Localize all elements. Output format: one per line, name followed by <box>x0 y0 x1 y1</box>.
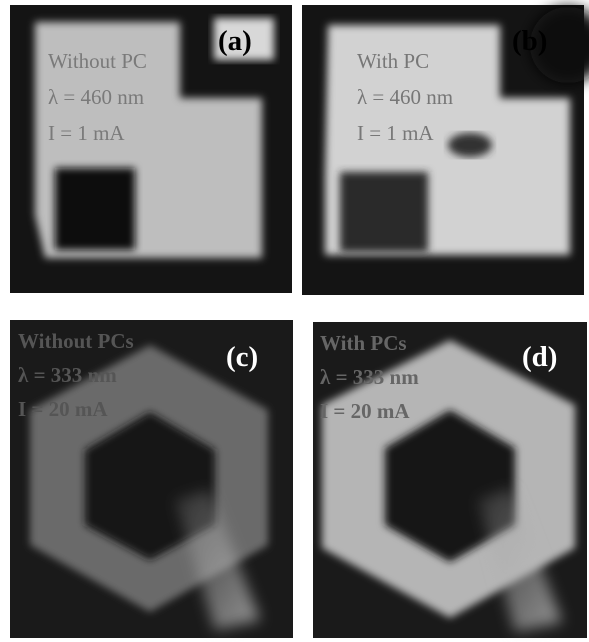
caption-line: Without PC <box>48 49 147 73</box>
contact-pad <box>55 168 135 250</box>
panel-b: With PC λ = 460 nm I = 1 mA (b) <box>302 5 589 295</box>
caption-line: λ = 333 nm <box>18 363 117 387</box>
panel-label: (d) <box>522 341 557 373</box>
caption-line: Without PCs <box>18 329 134 353</box>
page: Without PC λ = 460 nm I = 1 mA (a) With … <box>0 0 589 642</box>
caption-line: I = 1 mA <box>48 121 125 145</box>
probe-shadow <box>448 133 492 157</box>
caption-line: I = 20 mA <box>320 399 410 423</box>
panel-d: With PCs λ = 333 nm I = 20 mA (d) <box>313 322 587 638</box>
panel-label: (a) <box>218 25 252 57</box>
caption-line: With PCs <box>320 331 407 355</box>
caption-line: λ = 460 nm <box>48 85 144 109</box>
contact-pad <box>340 172 428 252</box>
panel-label: (b) <box>512 25 547 57</box>
caption-line: I = 20 mA <box>18 397 108 421</box>
caption-line: I = 1 mA <box>357 121 434 145</box>
panel-label: (c) <box>226 341 258 373</box>
panel-c: Without PCs λ = 333 nm I = 20 mA (c) <box>10 320 293 638</box>
panel-a: Without PC λ = 460 nm I = 1 mA (a) <box>10 5 292 293</box>
caption-line: λ = 333 nm <box>320 365 419 389</box>
caption-line: With PC <box>357 49 429 73</box>
figure: Without PC λ = 460 nm I = 1 mA (a) With … <box>0 0 589 642</box>
caption-line: λ = 460 nm <box>357 85 453 109</box>
